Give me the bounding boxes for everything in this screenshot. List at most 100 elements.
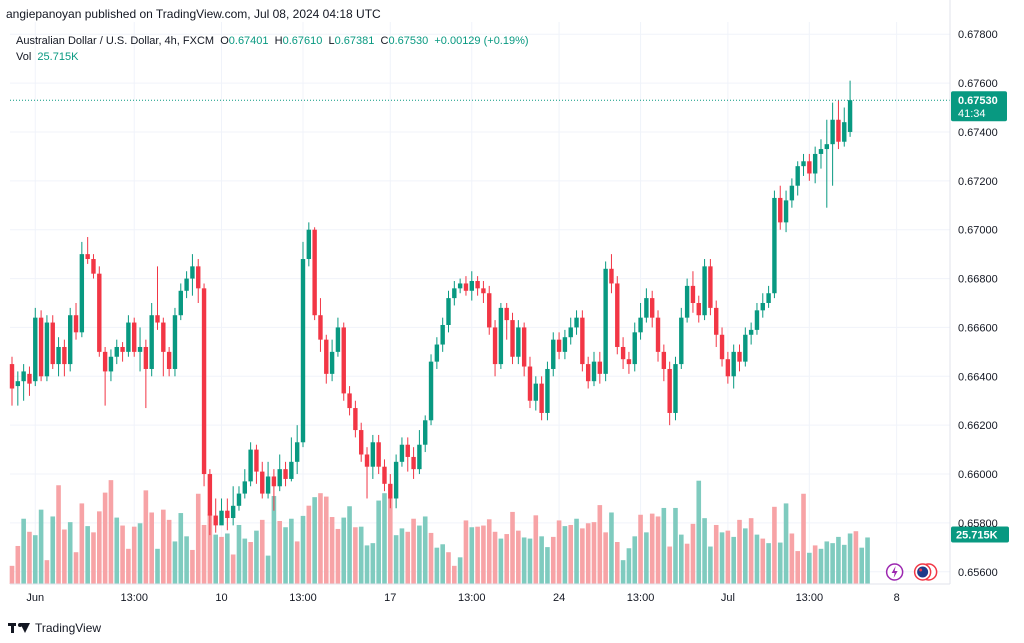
footer-brand[interactable]: TradingView (8, 621, 101, 635)
candle-body (597, 361, 603, 374)
candle-body (382, 466, 387, 484)
volume-bar (452, 565, 457, 584)
candle-body (807, 161, 812, 174)
volume-bar (294, 541, 300, 584)
volume-bar (486, 519, 492, 584)
candle-body (283, 469, 288, 479)
candle-body (242, 481, 247, 494)
y-tick-label: 0.66200 (958, 420, 998, 432)
volume-bar (137, 523, 143, 584)
publisher-line: angiepanoyan published on TradingView.co… (6, 7, 381, 21)
volume-bar (225, 533, 230, 584)
candle-body (743, 334, 748, 362)
volume-bar (597, 505, 603, 584)
volume-bar (644, 532, 649, 584)
candle-body (475, 281, 480, 289)
volume-bar (708, 546, 713, 584)
volume-bar (498, 538, 504, 584)
candle-body (696, 303, 701, 316)
volume-bar (73, 552, 79, 584)
candle-body (300, 259, 306, 443)
volume-bar (91, 532, 96, 584)
volume-bar (818, 548, 824, 584)
volume-bar (219, 536, 224, 584)
legend-vol-label[interactable]: Vol (16, 51, 32, 63)
x-tick-label: Jun (26, 592, 44, 604)
candle-body (492, 327, 498, 365)
volume-bar (27, 531, 32, 584)
candle-body (91, 259, 96, 274)
candle-body (376, 442, 381, 467)
candle-body (789, 185, 795, 201)
last-price-tag (951, 91, 1007, 122)
candle-body (27, 373, 32, 384)
volume-bar (259, 519, 265, 584)
candle-body (574, 317, 579, 328)
candle-body (452, 288, 457, 299)
x-tick-label: 17 (384, 592, 396, 604)
legend-vol-value: 25.715K (37, 51, 79, 63)
chart-legend: Australian Dollar / U.S. Dollar, 4h, FXC… (16, 33, 529, 65)
legend-open-value: 0.67401 (228, 35, 269, 47)
candle-body (201, 288, 207, 475)
candle-body (772, 197, 777, 294)
volume-bar (539, 536, 544, 584)
candle-body (335, 327, 341, 352)
candle-body (277, 469, 282, 487)
volume-bar (696, 480, 702, 584)
candle-body (289, 461, 294, 479)
volume-bar (614, 542, 620, 584)
chart-grid (10, 22, 950, 584)
last-price-tag-price: 0.67530 (958, 95, 998, 107)
candle-body (556, 339, 562, 352)
candle-body (568, 327, 573, 338)
volume-bar (178, 513, 184, 584)
volume-bar (853, 531, 859, 584)
volume-bar (335, 528, 341, 584)
candle-body (620, 346, 626, 360)
volume-bar (655, 516, 661, 584)
volume-bar (341, 517, 347, 584)
candle-body (306, 229, 312, 260)
volume-bar (364, 545, 370, 584)
x-tick-label: 8 (894, 592, 900, 604)
candle-body (545, 368, 550, 413)
candle-body (417, 444, 422, 470)
candle-body (184, 278, 189, 291)
candle-body (527, 366, 533, 401)
candle-body (632, 332, 637, 365)
candle-body (428, 361, 434, 421)
volume-bar (318, 493, 323, 584)
volume-bar (556, 520, 562, 584)
candle-body (778, 197, 783, 223)
candle-body (114, 346, 119, 357)
volume-bar (277, 521, 283, 584)
candle-body (225, 510, 230, 519)
candle-body (207, 474, 213, 516)
volume-bar (725, 530, 731, 584)
volume-bar (504, 534, 509, 584)
candle-body (440, 324, 445, 345)
legend-volume-row: Vol 25.715K (16, 49, 529, 65)
volume-bar (859, 547, 865, 584)
legend-high-label: H (274, 35, 283, 47)
candle-body (516, 327, 521, 357)
candle-body (714, 307, 719, 335)
price-axis: 0.67800 0.67600 0.67400 0.67200 0.67000 0.668… (949, 0, 998, 584)
candle-body (329, 351, 335, 374)
volume-bar (777, 542, 783, 584)
candle-body (457, 283, 463, 289)
candle-body (178, 290, 183, 316)
legend-symbol[interactable]: Australian Dollar / U.S. Dollar, 4h, FXC… (16, 35, 215, 47)
candle-body (824, 144, 829, 150)
candle-body (737, 351, 742, 362)
x-tick-label: 24 (553, 592, 565, 604)
volume-bar (38, 509, 44, 584)
candle-body (271, 476, 277, 487)
volume-bar (830, 543, 835, 584)
volume-bar (393, 535, 399, 584)
volume-bar (149, 512, 154, 584)
candle-body (62, 346, 67, 365)
y-tick-label: 0.67400 (958, 127, 998, 139)
